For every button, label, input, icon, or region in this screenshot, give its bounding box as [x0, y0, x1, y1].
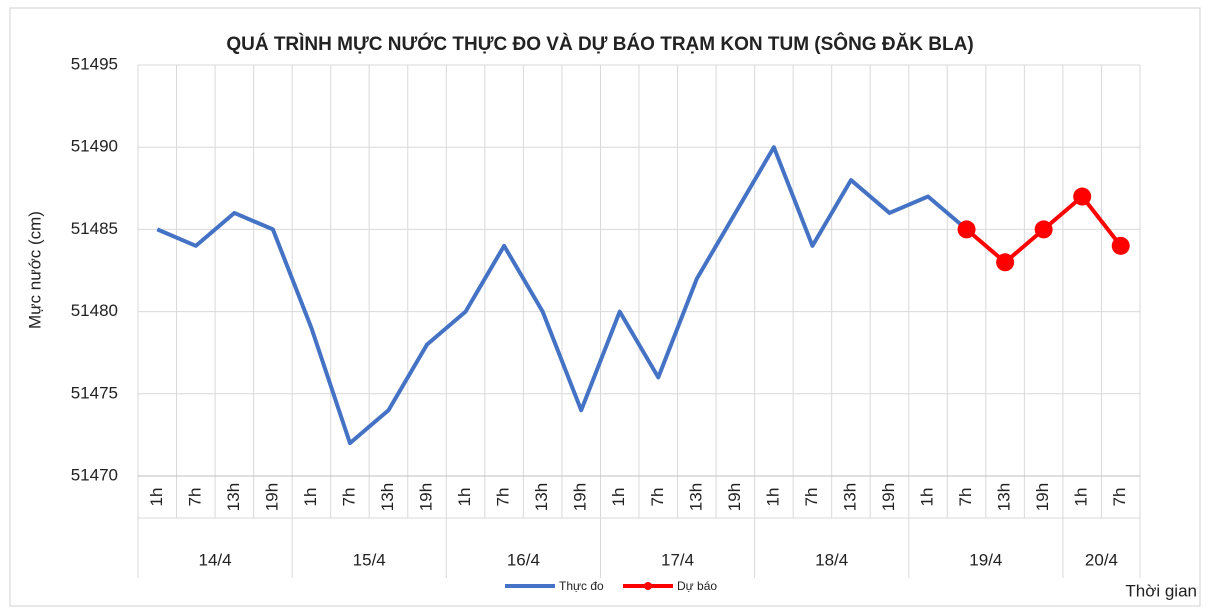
x-tick-label: 1h [918, 488, 937, 507]
group-label: 15/4 [353, 550, 386, 569]
x-tick-label: 7h [1110, 488, 1129, 507]
x-tick-label: 19h [1033, 483, 1052, 511]
x-tick-label: 19h [571, 483, 590, 511]
x-tick-label: 7h [185, 488, 204, 507]
legend-label: Thực đo [559, 579, 604, 593]
group-label: 19/4 [969, 550, 1002, 569]
y-tick-label: 51480 [71, 301, 118, 320]
group-label: 16/4 [507, 550, 540, 569]
point-marker [1111, 236, 1130, 255]
x-tick-label: 1h [1072, 488, 1091, 507]
point-marker [1073, 187, 1092, 206]
x-axis-title: Thời gian [1125, 581, 1197, 600]
y-axis-title: Mực nước (cm) [25, 211, 44, 329]
point-marker [957, 220, 976, 239]
series-line [156, 145, 968, 446]
x-tick-label: 19h [417, 483, 436, 511]
x-tick-label: 13h [532, 483, 551, 511]
legend-label: Dự báo [677, 579, 717, 593]
y-tick-label: 51495 [71, 54, 118, 73]
x-tick-label: 7h [494, 488, 513, 507]
y-tick-label: 51470 [71, 465, 118, 484]
point-marker [1034, 220, 1053, 239]
group-label: 20/4 [1085, 550, 1118, 569]
x-tick-label: 1h [455, 488, 474, 507]
x-tick-label: 1h [763, 488, 782, 507]
x-tick-label: 1h [301, 488, 320, 507]
x-tick-label: 19h [262, 483, 281, 511]
x-tick-label: 7h [648, 488, 667, 507]
x-tick-label: 13h [686, 483, 705, 511]
x-tick-label: 7h [802, 488, 821, 507]
point-marker [996, 253, 1015, 272]
x-tick-label: 7h [956, 488, 975, 507]
chart-border [9, 7, 1201, 607]
chart-title: QUÁ TRÌNH MỰC NƯỚC THỰC ĐO VÀ DỰ BÁO TRẠ… [226, 33, 973, 55]
group-label: 14/4 [199, 550, 232, 569]
y-tick-label: 51475 [71, 383, 118, 402]
x-tick-label: 19h [879, 483, 898, 511]
legend-marker [644, 582, 652, 590]
x-tick-label: 13h [224, 483, 243, 511]
y-tick-label: 51485 [71, 219, 118, 238]
x-tick-label: 1h [147, 488, 166, 507]
x-tick-label: 13h [378, 483, 397, 511]
group-label: 18/4 [815, 550, 848, 569]
x-tick-label: 13h [995, 483, 1014, 511]
y-tick-label: 51490 [71, 137, 118, 156]
x-tick-label: 7h [339, 488, 358, 507]
x-tick-label: 19h [725, 483, 744, 511]
x-tick-label: 1h [609, 488, 628, 507]
group-label: 17/4 [661, 550, 694, 569]
x-tick-label: 13h [840, 483, 859, 511]
